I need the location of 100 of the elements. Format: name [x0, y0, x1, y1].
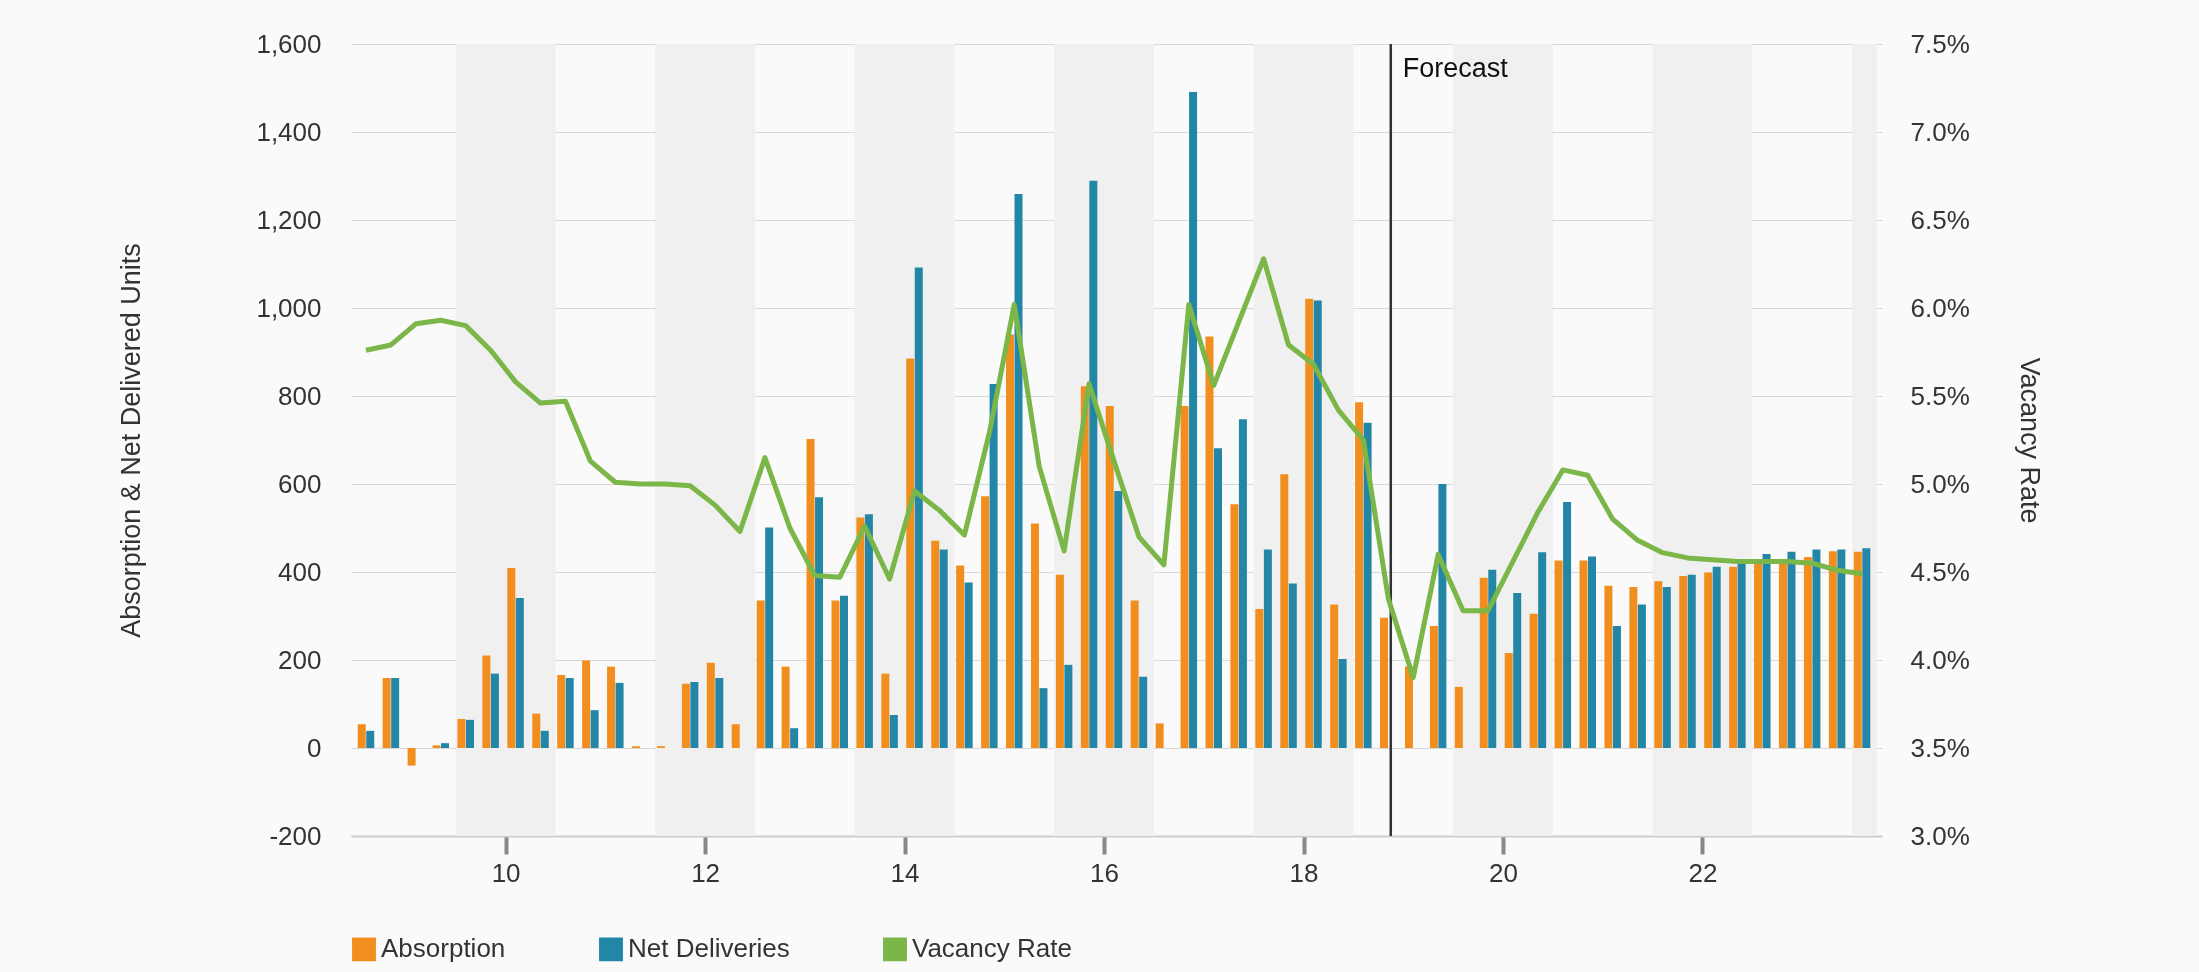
bar — [781, 666, 790, 748]
y-tick-label: 1,400 — [256, 116, 322, 147]
bar — [1629, 586, 1638, 748]
y-tick-label: 1,000 — [256, 292, 322, 323]
bar — [1579, 560, 1588, 748]
bar — [1130, 600, 1139, 748]
bar — [831, 600, 840, 748]
y-tick-label: 400 — [278, 556, 322, 587]
y2-tick-label: 4.0% — [1910, 644, 1970, 675]
bar — [1205, 336, 1214, 748]
bar — [1064, 664, 1073, 748]
bar — [1080, 386, 1089, 748]
bar — [1363, 422, 1372, 748]
bar — [889, 715, 898, 748]
y-tick-label: 0 — [307, 732, 322, 763]
bar — [931, 540, 940, 748]
bar — [1862, 548, 1871, 748]
y2-tick-label: 4.5% — [1910, 556, 1970, 587]
bar — [1488, 569, 1497, 748]
y-tick-label: 200 — [278, 644, 322, 675]
bar — [1330, 604, 1339, 748]
bar — [956, 565, 965, 748]
bar — [1288, 583, 1297, 748]
y2-tick-label: 6.0% — [1910, 292, 1970, 323]
bar — [1853, 551, 1862, 748]
bar — [1089, 180, 1098, 748]
bar — [1704, 572, 1713, 748]
legend-label: Net Deliveries — [628, 933, 790, 964]
bar — [407, 748, 416, 766]
y2-tick-label: 7.0% — [1910, 116, 1970, 147]
bar — [557, 674, 566, 748]
y2-tick-label: 6.5% — [1910, 204, 1970, 235]
bar — [706, 662, 715, 748]
y2-tick-label: 3.0% — [1910, 820, 1970, 851]
y2-tick-label: 5.5% — [1910, 380, 1970, 411]
bar — [1762, 553, 1771, 748]
ref-line-label: Forecast — [1402, 53, 1509, 83]
bar — [1729, 566, 1738, 748]
bar — [1612, 626, 1621, 748]
legend-label: Vacancy Rate — [912, 933, 1072, 964]
bar — [1180, 406, 1189, 748]
bar — [1429, 626, 1438, 748]
bar — [1538, 552, 1547, 748]
legend-label: Absorption — [381, 933, 506, 964]
bar — [815, 497, 824, 748]
x-tick-label: 18 — [1289, 857, 1319, 888]
bar — [765, 527, 774, 748]
y2-tick-label: 3.5% — [1910, 732, 1970, 763]
y2-axis-title: Vacancy Rate — [2014, 357, 2045, 524]
bar — [1812, 549, 1821, 748]
bar — [615, 682, 624, 748]
bar — [1803, 557, 1812, 748]
bar — [366, 730, 375, 748]
y-tick-label: 800 — [278, 380, 322, 411]
bar — [914, 267, 923, 748]
bar — [1139, 676, 1148, 748]
bar — [1305, 298, 1314, 748]
bar — [1114, 491, 1123, 748]
bar — [1588, 556, 1597, 748]
bar — [1039, 688, 1048, 748]
bar — [1687, 574, 1696, 748]
x-tick-label: 14 — [890, 857, 920, 888]
bar — [1662, 586, 1671, 748]
bar — [432, 745, 441, 748]
bar — [1754, 563, 1763, 748]
bar — [1438, 484, 1447, 748]
bar — [1030, 523, 1039, 748]
bar — [1355, 402, 1364, 748]
bar — [490, 673, 499, 748]
bar — [1255, 608, 1264, 748]
bar — [457, 718, 466, 748]
bar — [441, 743, 450, 748]
y2-tick-label: 5.0% — [1910, 468, 1970, 499]
bar — [1313, 300, 1322, 748]
bar — [756, 600, 765, 748]
bar — [1637, 604, 1646, 748]
bar — [1189, 91, 1198, 748]
bar — [1238, 419, 1247, 748]
bar — [1563, 502, 1572, 748]
bar — [790, 728, 799, 748]
bar — [864, 514, 873, 748]
bar — [391, 678, 400, 748]
bar — [1504, 652, 1513, 748]
bar — [806, 439, 815, 748]
bar — [1828, 551, 1837, 748]
bar — [607, 666, 616, 748]
bar — [1280, 474, 1289, 748]
bar — [1529, 613, 1538, 748]
bar — [1604, 585, 1613, 748]
bar — [939, 549, 948, 748]
bar — [1213, 448, 1222, 748]
bar — [881, 673, 890, 748]
bar — [681, 683, 690, 748]
bar — [515, 597, 524, 748]
x-tick-label: 16 — [1090, 857, 1119, 888]
bar — [532, 713, 541, 748]
bar — [1263, 549, 1272, 748]
bar — [1006, 334, 1015, 748]
bar — [1479, 577, 1488, 748]
bar — [906, 358, 915, 748]
